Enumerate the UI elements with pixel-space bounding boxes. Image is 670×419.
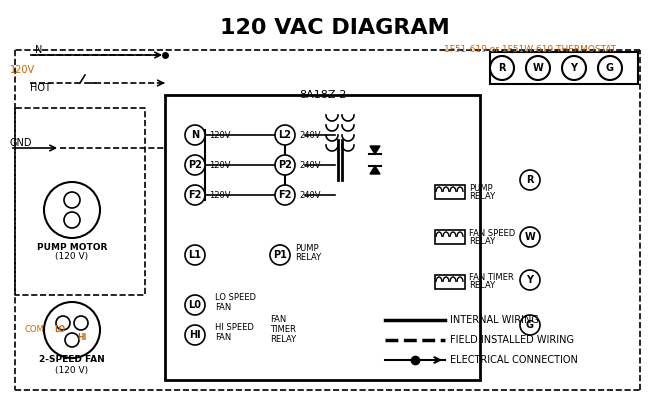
Text: W: W [533, 63, 543, 73]
Text: 120 VAC DIAGRAM: 120 VAC DIAGRAM [220, 18, 450, 38]
Text: FAN TIMER: FAN TIMER [469, 274, 514, 282]
Text: HOT: HOT [30, 83, 51, 93]
Circle shape [185, 155, 205, 175]
Text: 2-SPEED FAN: 2-SPEED FAN [39, 355, 105, 365]
Text: HI: HI [189, 330, 201, 340]
Text: FAN: FAN [215, 303, 231, 313]
Circle shape [562, 56, 586, 80]
Text: 120V: 120V [10, 65, 35, 75]
Text: F2: F2 [188, 190, 202, 200]
Text: 120V: 120V [209, 191, 230, 199]
Text: N: N [191, 130, 199, 140]
Text: L1: L1 [188, 250, 202, 260]
Text: FAN SPEED: FAN SPEED [469, 228, 515, 238]
Text: INTERNAL WIRING: INTERNAL WIRING [450, 315, 539, 325]
Text: 240V: 240V [299, 130, 320, 140]
Text: F2: F2 [278, 190, 291, 200]
Text: L2: L2 [279, 130, 291, 140]
Text: 120V: 120V [209, 160, 230, 170]
Text: (120 V): (120 V) [56, 365, 88, 375]
Text: HI SPEED: HI SPEED [215, 323, 254, 333]
Text: RELAY: RELAY [469, 282, 495, 290]
Circle shape [275, 155, 295, 175]
Text: 8A18Z-2: 8A18Z-2 [299, 90, 346, 100]
Text: ELECTRICAL CONNECTION: ELECTRICAL CONNECTION [450, 355, 578, 365]
Text: 240V: 240V [299, 160, 320, 170]
Text: G: G [606, 63, 614, 73]
Text: FAN: FAN [215, 334, 231, 342]
Text: FAN: FAN [270, 316, 286, 324]
Text: (120 V): (120 V) [56, 253, 88, 261]
Polygon shape [370, 166, 380, 174]
Bar [435, 185, 465, 199]
Text: 1F51-619 or 1F51W-619 THERMOSTAT: 1F51-619 or 1F51W-619 THERMOSTAT [444, 45, 616, 54]
Text: RELAY: RELAY [469, 191, 495, 201]
Circle shape [270, 245, 290, 265]
Circle shape [185, 185, 205, 205]
Text: P2: P2 [278, 160, 292, 170]
Circle shape [185, 125, 205, 145]
Bar [490, 52, 638, 84]
Text: P1: P1 [273, 250, 287, 260]
Text: Y: Y [527, 275, 533, 285]
Circle shape [275, 185, 295, 205]
Text: COM: COM [24, 326, 44, 334]
Circle shape [520, 227, 540, 247]
Circle shape [275, 125, 295, 145]
Bar [165, 95, 480, 380]
Bar [435, 230, 465, 244]
Text: GND: GND [10, 138, 33, 148]
Text: RELAY: RELAY [270, 336, 296, 344]
Text: Y: Y [570, 63, 578, 73]
Text: HI: HI [77, 334, 86, 342]
Circle shape [526, 56, 550, 80]
Text: PUMP: PUMP [469, 184, 492, 192]
Text: 120V: 120V [209, 130, 230, 140]
Text: LO: LO [54, 326, 66, 334]
Text: 240V: 240V [299, 191, 320, 199]
Text: W: W [525, 232, 535, 242]
Text: LO SPEED: LO SPEED [215, 293, 256, 303]
Text: G: G [526, 320, 534, 330]
Text: FIELD INSTALLED WIRING: FIELD INSTALLED WIRING [450, 335, 574, 345]
Circle shape [598, 56, 622, 80]
Text: RELAY: RELAY [469, 236, 495, 246]
Text: R: R [498, 63, 506, 73]
Text: R: R [526, 175, 534, 185]
Circle shape [185, 245, 205, 265]
Circle shape [490, 56, 514, 80]
Text: TIMER: TIMER [270, 326, 296, 334]
Circle shape [185, 325, 205, 345]
Circle shape [520, 170, 540, 190]
Circle shape [520, 315, 540, 335]
Circle shape [185, 295, 205, 315]
Text: L0: L0 [188, 300, 202, 310]
Text: P2: P2 [188, 160, 202, 170]
Text: N: N [35, 45, 42, 55]
Circle shape [520, 270, 540, 290]
Polygon shape [370, 146, 380, 154]
Bar [435, 275, 465, 289]
Text: PUMP MOTOR: PUMP MOTOR [37, 243, 107, 251]
Text: PUMP: PUMP [295, 243, 319, 253]
Text: RELAY: RELAY [295, 253, 321, 262]
